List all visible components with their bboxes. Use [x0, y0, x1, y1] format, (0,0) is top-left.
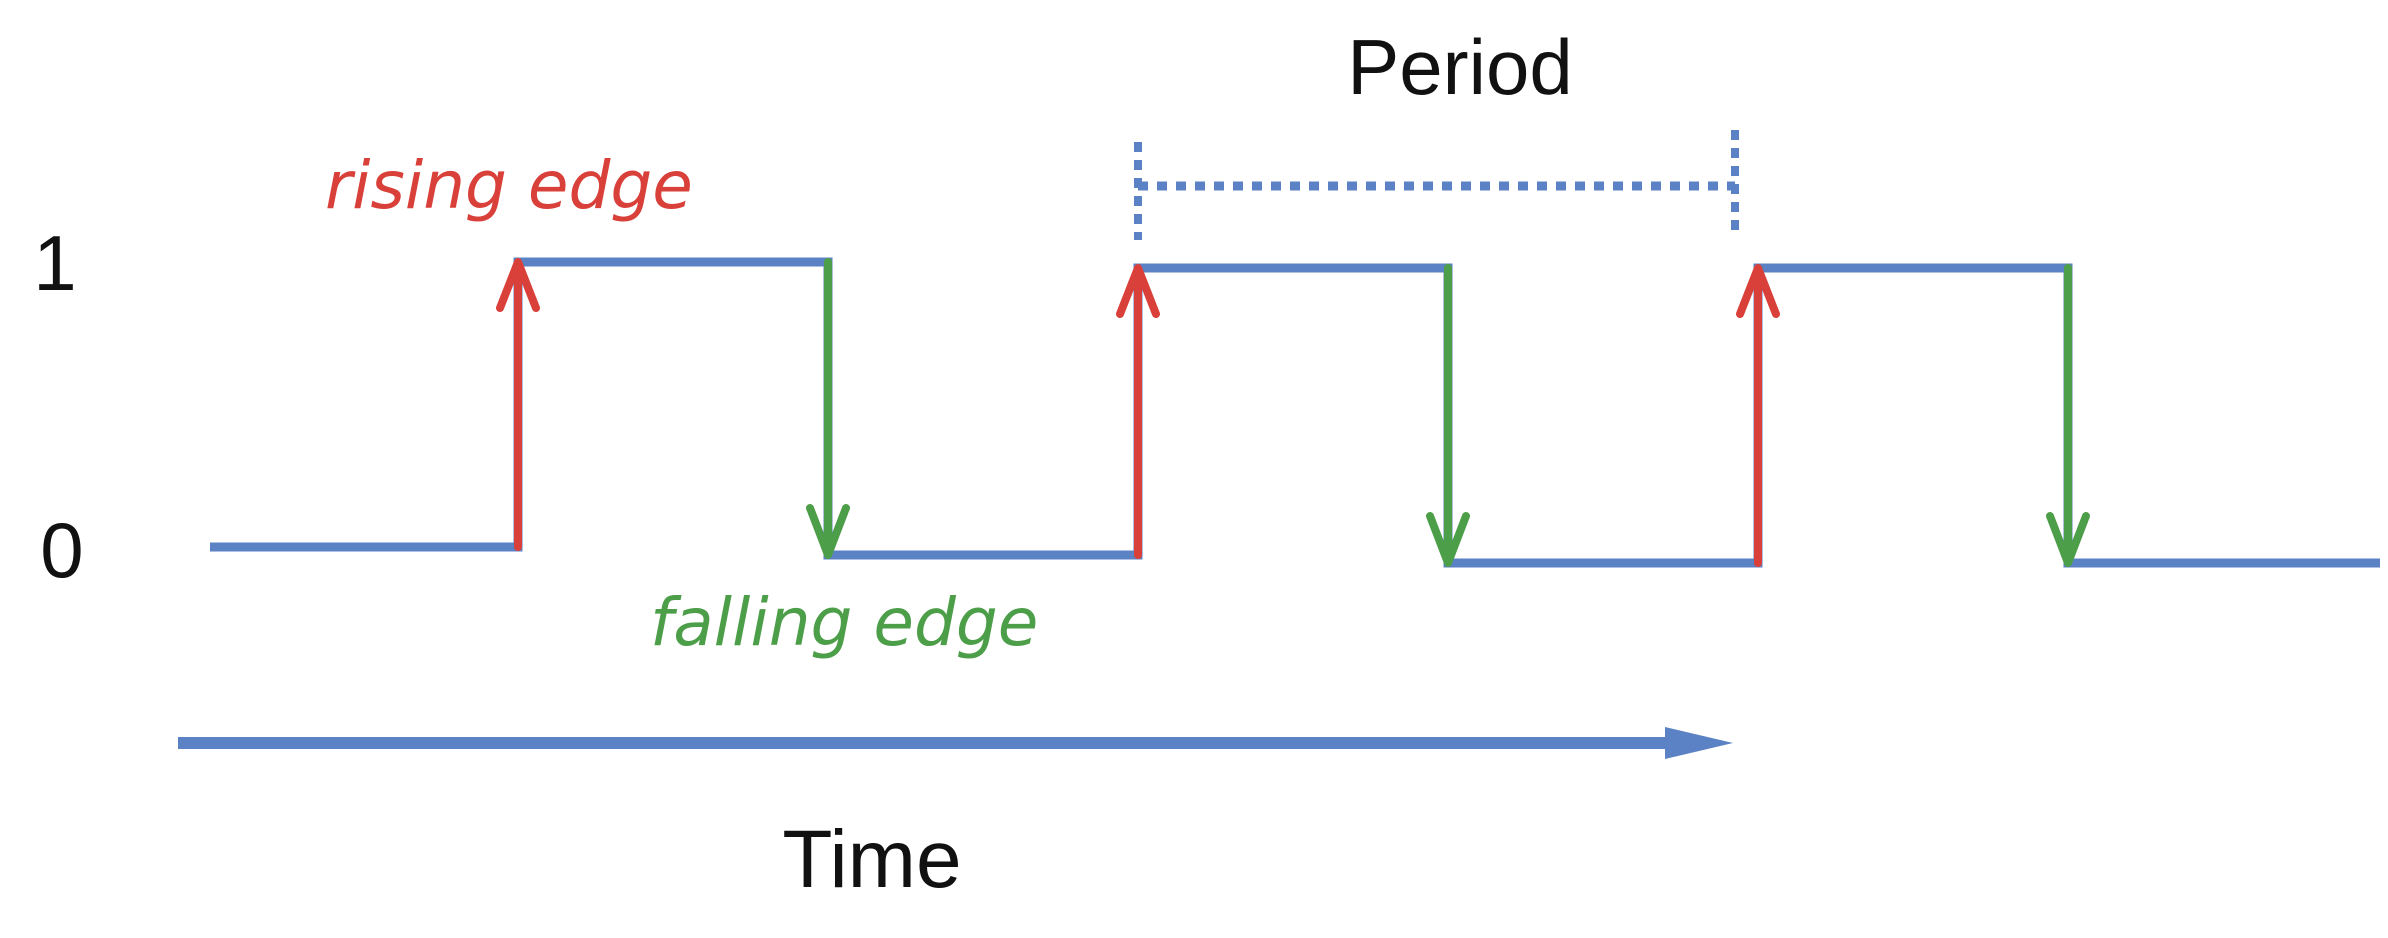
time-axis: [178, 727, 1733, 759]
period-bracket: [1134, 130, 1739, 240]
rising-edges: [496, 258, 1780, 567]
signal-waveform: [210, 257, 2380, 568]
rising-edge-arrow: [1736, 264, 1780, 567]
falling-edge-arrow: [806, 258, 850, 559]
level-low-label: 0: [40, 506, 83, 594]
falling-edges: [806, 258, 2090, 567]
time-label: Time: [782, 814, 961, 905]
falling-edge-arrow: [2046, 264, 2090, 567]
level-high-label: 1: [33, 219, 76, 307]
falling-edge-arrow: [1426, 264, 1470, 567]
rising-edge-label: rising edge: [325, 147, 693, 224]
time-axis-arrowhead: [1665, 727, 1733, 759]
period-label: Period: [1347, 23, 1572, 111]
falling-edge-label: falling edge: [650, 584, 1038, 661]
square-wave-signal: [210, 257, 2380, 568]
rising-edge-arrow: [496, 258, 540, 551]
rising-edge-arrow: [1116, 264, 1160, 559]
